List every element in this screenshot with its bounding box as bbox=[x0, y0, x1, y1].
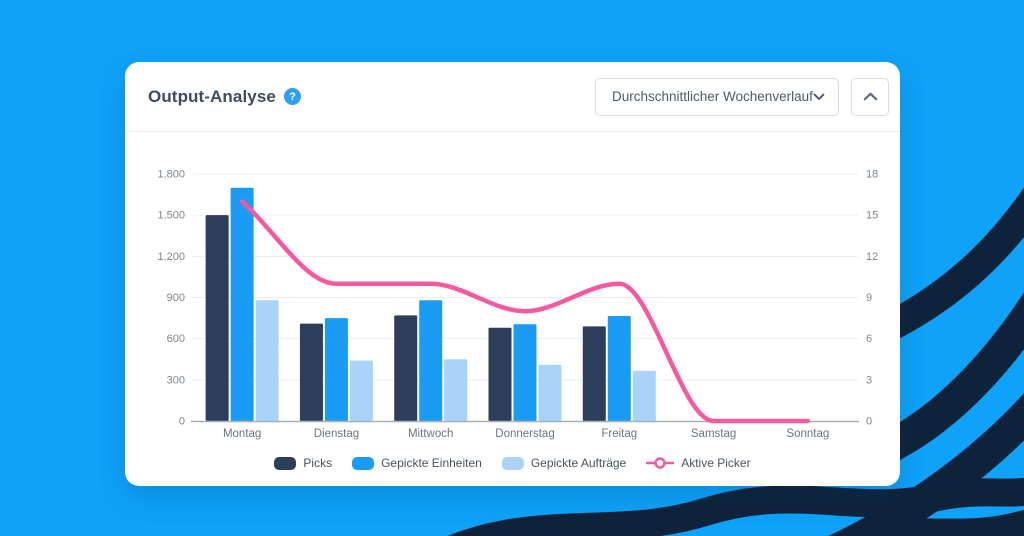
right-axis-tick: 15 bbox=[866, 210, 878, 222]
left-axis-tick: 600 bbox=[167, 333, 185, 345]
x-axis-label: Sonntag bbox=[786, 428, 829, 440]
right-axis-tick: 12 bbox=[866, 251, 878, 263]
x-axis-label: Mittwoch bbox=[408, 428, 453, 440]
chart-canvas: 0 0 300 3 600 6 900 9 1.200 12 1.500 15 1.800 18 Monta… bbox=[157, 169, 878, 441]
legend-swatch bbox=[352, 456, 375, 470]
right-axis-tick: 6 bbox=[866, 333, 872, 345]
chevron-down-icon bbox=[813, 93, 825, 100]
legend-label: Picks bbox=[303, 456, 333, 470]
legend-label: Gepickte Aufträge bbox=[530, 456, 627, 470]
left-axis-tick: 1.500 bbox=[157, 210, 185, 222]
left-axis-tick: 0 bbox=[179, 416, 185, 428]
period-dropdown[interactable]: Durchschnittlicher Wochenverlauf bbox=[595, 77, 839, 116]
right-axis-tick: 9 bbox=[866, 292, 872, 304]
bar-picks-freitag[interactable] bbox=[582, 326, 606, 421]
bar-gepickte-einheiten-dienstag[interactable] bbox=[324, 318, 348, 421]
bar-gepickte-einheiten-donnerstag[interactable] bbox=[513, 324, 537, 421]
bar-picks-dienstag[interactable] bbox=[299, 323, 323, 421]
x-axis-label: Freitag bbox=[601, 428, 637, 440]
bar-gepickte-auftr-ge-mittwoch[interactable] bbox=[444, 359, 468, 421]
legend-label: Aktive Picker bbox=[681, 456, 751, 470]
page-title: Output-Analyse bbox=[148, 86, 276, 106]
left-axis-tick: 1.800 bbox=[157, 169, 185, 181]
legend-item-picks[interactable]: Picks bbox=[274, 456, 332, 470]
right-axis-tick: 0 bbox=[866, 416, 872, 428]
x-axis-label: Donnerstag bbox=[495, 428, 554, 440]
help-icon[interactable]: ? bbox=[283, 88, 301, 105]
bar-picks-montag[interactable] bbox=[205, 215, 229, 421]
bar-gepickte-auftr-ge-montag[interactable] bbox=[255, 300, 279, 421]
legend-swatch bbox=[274, 456, 297, 470]
right-axis-tick: 18 bbox=[866, 169, 878, 181]
x-axis-label: Montag bbox=[223, 428, 261, 440]
legend-line-marker-icon bbox=[646, 457, 675, 469]
card-header: Output-Analyse ? Durchschnittlicher Woch… bbox=[125, 62, 900, 131]
bar-picks-mittwoch[interactable] bbox=[394, 315, 418, 421]
header-divider bbox=[125, 131, 900, 132]
x-axis-label: Samstag bbox=[691, 428, 736, 440]
legend-item-gepickte-auftr-ge[interactable]: Gepickte Aufträge bbox=[501, 456, 627, 470]
bar-gepickte-einheiten-mittwoch[interactable] bbox=[419, 300, 443, 421]
line-series-aktive-picker bbox=[239, 199, 811, 424]
bar-gepickte-auftr-ge-dienstag[interactable] bbox=[349, 360, 373, 421]
bar-gepickte-auftr-ge-donnerstag[interactable] bbox=[538, 364, 562, 421]
left-axis-tick: 900 bbox=[167, 292, 185, 304]
legend-label: Gepickte Einheiten bbox=[381, 456, 482, 470]
bar-gepickte-einheiten-montag[interactable] bbox=[230, 187, 254, 421]
legend-swatch bbox=[501, 456, 524, 470]
right-axis-tick: 3 bbox=[866, 374, 872, 386]
collapse-button[interactable] bbox=[851, 77, 889, 116]
bar-gepickte-auftr-ge-freitag[interactable] bbox=[632, 370, 656, 421]
left-axis-tick: 300 bbox=[167, 374, 185, 386]
chevron-up-icon bbox=[863, 92, 877, 101]
legend-item-gepickte-einheiten[interactable]: Gepickte Einheiten bbox=[352, 456, 482, 470]
left-axis-tick: 1.200 bbox=[157, 251, 185, 263]
period-dropdown-value: Durchschnittlicher Wochenverlauf bbox=[612, 89, 813, 104]
x-axis-label: Dienstag bbox=[314, 428, 359, 440]
legend-item-aktive-picker[interactable]: Aktive Picker bbox=[646, 456, 751, 470]
bar-gepickte-einheiten-freitag[interactable] bbox=[607, 316, 631, 421]
output-analysis-card: Output-Analyse ? Durchschnittlicher Woch… bbox=[125, 62, 900, 486]
chart-legend: Picks Gepickte Einheiten Gepickte Aufträge… bbox=[125, 456, 900, 470]
bar-picks-donnerstag[interactable] bbox=[488, 327, 512, 421]
